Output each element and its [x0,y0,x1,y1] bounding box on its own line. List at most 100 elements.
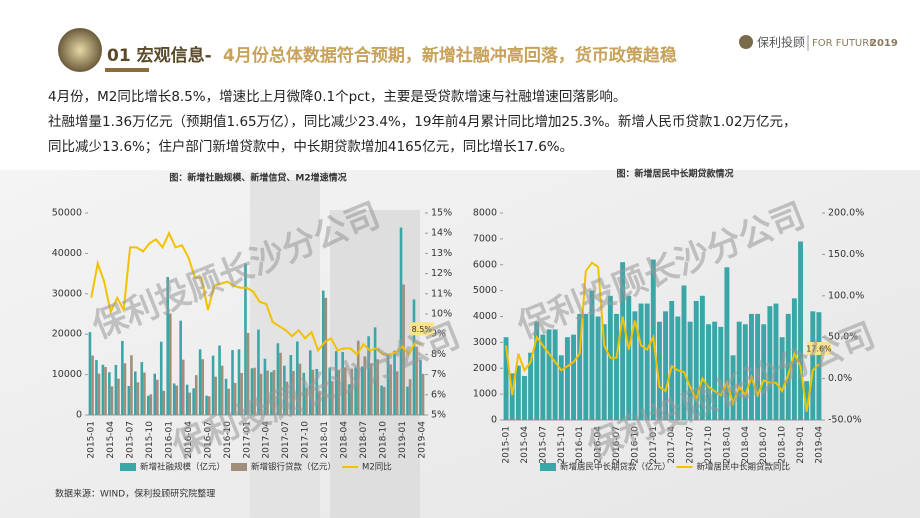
bar [626,295,632,420]
bar [350,368,354,415]
bar [380,385,383,415]
bar [408,379,412,415]
data-label: 17.6% [806,345,832,354]
bar [205,395,208,415]
y-tick-label: 40000 [52,248,82,259]
bar [742,324,748,420]
bar [198,349,202,415]
bar [253,367,256,415]
y2-tick-label: 100.0% [828,290,864,301]
bar [503,337,509,420]
bar [638,303,644,420]
bar [149,394,153,415]
chart-title: 图：新增社融规模、新增信贷、M2增速情况 [169,172,346,184]
y-tick-label: 4000 [473,311,497,322]
bar [181,359,185,415]
bar [620,262,626,420]
bar [343,367,347,415]
y-tick-label: 6000 [473,259,497,270]
bar [337,369,341,415]
bar [95,360,98,415]
bar [237,349,241,415]
y-tick-label: 1000 [473,389,497,400]
x-tick-label: 2017-01 [242,421,252,459]
bar [644,303,650,420]
bar [363,356,367,415]
bar [675,316,681,420]
y2-tick-label: 15% [431,208,452,219]
bar [534,321,540,420]
building [250,180,320,518]
x-tick-label: 2018-07 [359,421,369,459]
bar [211,355,215,415]
bar [259,373,263,415]
bar [356,340,360,415]
bar [201,359,205,415]
y2-tick-label: 150.0% [828,249,864,260]
bar [755,313,761,420]
bar [589,290,595,420]
bar [798,241,803,420]
body-line: 同比减少13.6%；住户部门新增贷款中，中长期贷款增加4165亿元，同比增长17… [48,138,573,155]
bar [595,316,601,420]
x-tick-label: 2016-04 [184,421,194,459]
y2-tick-label: 7% [431,369,446,380]
x-tick-label: 2015-10 [145,421,155,459]
bar [153,373,157,415]
bar [399,227,403,415]
bar [146,395,150,415]
legend-label: 新增居民中长期贷款同比 [697,462,791,473]
charts: 图：新增社融规模、新增信贷、M2增速情况01000020000300004000… [52,168,864,473]
y2-tick-label: 6% [431,389,446,400]
background [0,170,920,518]
x-tick-label: 2016-10 [630,426,640,464]
bar [393,350,396,415]
bar [419,360,422,415]
line [505,261,820,412]
y-tick-label: 3000 [473,337,497,348]
legend-swatch [540,463,556,471]
x-tick-label: 2016-04 [594,426,604,464]
y2-tick-label: 0.0% [828,373,852,384]
x-tick-label: 2016-07 [203,421,213,459]
bar [266,370,269,415]
bar [376,359,379,415]
bar [515,365,521,420]
bar [522,376,527,420]
x-tick-label: 2016-10 [223,421,233,459]
label-box [409,322,434,336]
bar [194,375,198,415]
bar [179,320,182,415]
bar [354,367,357,415]
y2-tick-label: 12% [431,268,452,279]
x-tick-label: 2018-04 [339,421,349,459]
brand-icon [739,35,753,49]
bar [121,340,124,415]
y2-tick-label: 5% [431,410,446,421]
bar [140,362,144,415]
bar [169,313,172,415]
x-tick-label: 2019-04 [417,421,427,459]
bar [773,303,779,420]
bar [270,372,273,415]
bar [761,324,767,420]
bar [311,369,315,415]
bar [804,381,810,420]
x-tick-label: 2017-07 [686,426,696,464]
bar [233,382,237,415]
bar [791,298,797,420]
bar [347,384,351,415]
line [90,230,423,357]
brand: 保利投顾 [757,35,805,50]
legend-label: 新增社融规模（亿元） [140,462,225,473]
bar [558,355,564,420]
bar [224,378,228,415]
bar [718,326,724,420]
x-tick-label: 2017-07 [281,421,291,459]
body-line: 4月份，M2同比增长8.5%，增速比上月微降0.1个pct，主要是受贷款增速与社… [48,89,626,105]
x-tick-label: 2016-01 [165,421,175,459]
bar [402,284,405,415]
bar [601,324,607,420]
bar [244,263,247,415]
y-tick-label: 0 [491,415,497,426]
